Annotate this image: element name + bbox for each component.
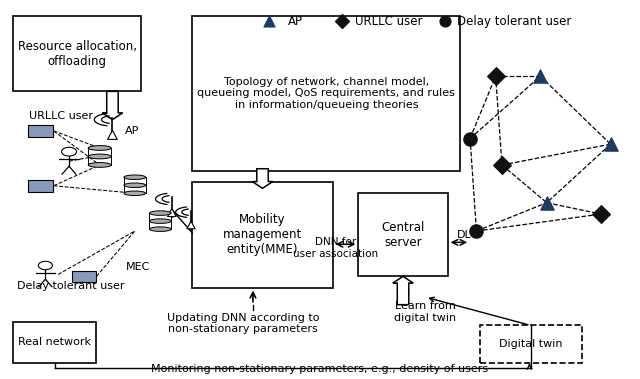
Bar [192,16,461,171]
Point [535,73,545,79]
Text: URLLC user: URLLC user [355,15,422,28]
Ellipse shape [88,154,111,159]
Text: AP: AP [125,126,140,136]
Point [440,19,450,25]
Bar [72,271,95,282]
Text: Resource allocation,
offloading: Resource allocation, offloading [18,39,137,67]
Circle shape [38,261,52,269]
Text: Monitoring non-stationary parameters, e.g., density of users: Monitoring non-stationary parameters, e.… [152,364,488,374]
Text: Delay tolerant user: Delay tolerant user [458,15,572,28]
Text: Real network: Real network [19,337,92,348]
Point [596,211,606,217]
Point [337,19,348,25]
Bar [13,16,141,91]
Ellipse shape [88,146,111,150]
Bar [479,326,582,363]
Text: DNN for
user association: DNN for user association [293,237,378,259]
Text: Learn from
digital twin: Learn from digital twin [394,301,456,323]
Text: AP: AP [288,15,303,28]
Text: Mobility
management
entity(MME): Mobility management entity(MME) [223,213,302,256]
Point [465,135,475,141]
Point [490,73,500,79]
Bar [358,193,448,276]
Point [471,228,481,234]
Point [541,200,552,206]
Polygon shape [168,208,176,216]
FancyArrow shape [252,169,273,188]
FancyArrow shape [102,91,123,120]
Ellipse shape [150,211,172,215]
Bar [28,180,53,192]
Polygon shape [108,130,117,139]
Point [264,19,274,25]
Text: DL: DL [458,230,472,240]
Text: Delay tolerant user: Delay tolerant user [17,281,124,291]
Ellipse shape [88,163,111,168]
Text: Digital twin: Digital twin [499,339,563,349]
Point [605,141,616,147]
Text: URLLC user: URLLC user [29,111,93,121]
Bar [13,322,97,363]
Point [497,162,507,168]
Ellipse shape [124,183,146,188]
FancyArrow shape [393,276,413,305]
Text: Updating DNN according to
non-stationary parameters: Updating DNN according to non-stationary… [167,313,319,334]
Ellipse shape [150,227,172,232]
Ellipse shape [150,219,172,223]
Bar [192,182,333,288]
Ellipse shape [124,191,146,196]
Circle shape [61,147,77,156]
Text: Central
server: Central server [381,221,425,249]
Text: Topology of network, channel model,
queueing model, QoS requirements, and rules
: Topology of network, channel model, queu… [198,77,455,110]
Polygon shape [187,221,195,229]
Bar [28,125,53,137]
Text: MEC: MEC [126,262,150,272]
Ellipse shape [124,175,146,180]
